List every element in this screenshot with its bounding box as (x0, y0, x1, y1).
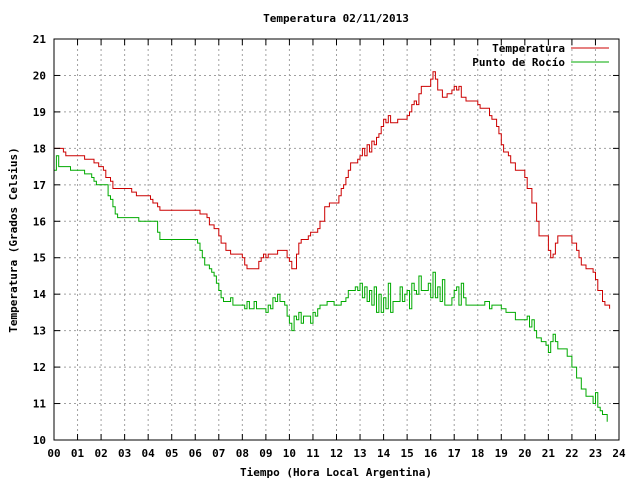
x-tick-label: 12 (330, 447, 343, 460)
series-layer (54, 71, 611, 422)
x-tick-label: 13 (353, 447, 366, 460)
x-tick-label: 08 (236, 447, 249, 460)
series-line-temperatura (54, 71, 611, 309)
x-tick-label: 21 (542, 447, 556, 460)
x-tick-label: 14 (377, 447, 391, 460)
x-tick-label: 06 (189, 447, 203, 460)
x-tick-label: 03 (118, 447, 131, 460)
x-tick-label: 23 (589, 447, 602, 460)
x-tick-label: 24 (612, 447, 626, 460)
x-tick-label: 00 (47, 447, 60, 460)
y-tick-label: 18 (33, 142, 46, 155)
x-tick-label: 19 (495, 447, 508, 460)
y-tick-label: 16 (33, 215, 47, 228)
y-tick-label: 17 (33, 179, 46, 192)
y-tick-label: 20 (33, 69, 46, 82)
x-tick-label: 17 (448, 447, 461, 460)
x-tick-label: 20 (518, 447, 531, 460)
y-tick-label: 12 (33, 361, 46, 374)
y-tick-label: 10 (33, 434, 46, 447)
chart-title: Temperatura 02/11/2013 (263, 12, 409, 25)
axis-ticks: 00 01 02 03 04 05 06 07 08 09 10 11 12 13 14 15 16 17 18 19… (33, 33, 626, 460)
x-tick-label: 07 (212, 447, 225, 460)
x-tick-label: 01 (71, 447, 85, 460)
y-tick-label: 19 (33, 106, 46, 119)
y-tick-label: 13 (33, 325, 46, 338)
x-tick-label: 05 (165, 447, 178, 460)
series-line-punto-de-rocio (54, 155, 608, 422)
x-tick-label: 15 (401, 447, 414, 460)
x-tick-label: 16 (424, 447, 438, 460)
y-tick-label: 14 (33, 288, 47, 301)
x-tick-label: 02 (94, 447, 107, 460)
x-axis-label: Tiempo (Hora Local Argentina) (240, 466, 432, 479)
y-tick-label: 11 (33, 398, 47, 411)
x-tick-label: 22 (565, 447, 578, 460)
x-tick-label: 09 (259, 447, 272, 460)
y-axis-label: Temperatura (Grados Celsius) (7, 147, 20, 332)
legend-label: Temperatura (492, 42, 565, 55)
y-tick-label: 15 (33, 252, 46, 265)
y-tick-label: 21 (33, 33, 47, 46)
x-tick-label: 10 (283, 447, 296, 460)
x-tick-label: 11 (306, 447, 320, 460)
x-tick-label: 18 (471, 447, 484, 460)
legend-label: Punto de Rocío (472, 56, 565, 69)
x-tick-label: 04 (142, 447, 156, 460)
